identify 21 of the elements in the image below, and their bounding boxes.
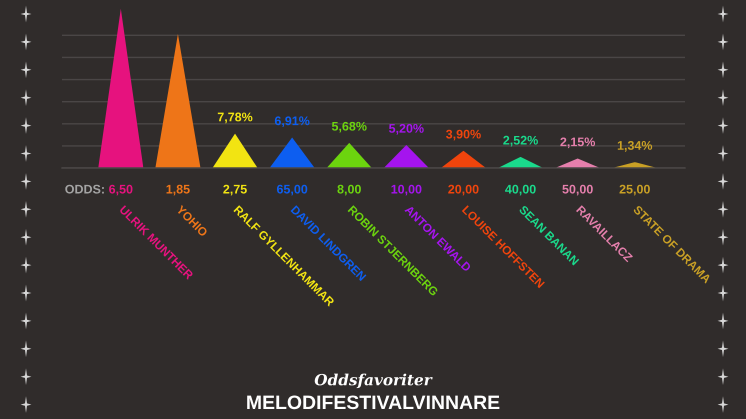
text: 40,00 xyxy=(505,184,536,196)
text: 20,00 xyxy=(448,184,479,196)
text: 8,00 xyxy=(337,184,361,196)
data-label: 2,52% xyxy=(503,136,538,146)
text: ODDS: xyxy=(65,184,104,194)
data-label: 2,15% xyxy=(560,137,596,148)
data-label: 5,68% xyxy=(332,122,367,132)
text: 50,00 xyxy=(562,184,593,196)
text: 25,00 xyxy=(620,184,650,196)
data-label: 1,34% xyxy=(618,141,652,152)
data-label: 7,78% xyxy=(218,112,252,124)
text: 6,50 xyxy=(109,184,132,196)
text: Oddsfavoriter xyxy=(314,374,433,388)
text: MELODIFESTIVALVINNARE xyxy=(247,395,500,410)
text: 10,00 xyxy=(391,184,422,196)
data-label: 5,20% xyxy=(389,124,424,135)
text: 1,85 xyxy=(166,184,190,196)
data-label: 3,90% xyxy=(446,130,481,140)
data-label: 6,91% xyxy=(274,116,310,128)
text: 65,00 xyxy=(276,184,308,196)
text: 2,75 xyxy=(223,184,247,196)
